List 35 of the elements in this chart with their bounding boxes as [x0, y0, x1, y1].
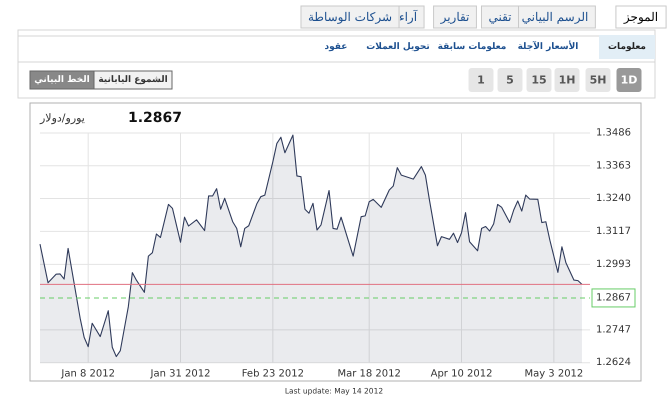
text: الشموع اليابانية — [98, 75, 168, 85]
text: 5H — [590, 74, 606, 86]
x-tick-label: May 3 2012 — [524, 368, 584, 380]
text: الخط البياني — [34, 75, 90, 85]
text: الأسعار الآجلة — [518, 40, 578, 52]
x-tick-label: Jan 8 2012 — [60, 368, 115, 380]
y-tick-label: 1.2747 — [596, 324, 631, 336]
x-tick-label: Jan 31 2012 — [150, 368, 210, 380]
chart-subtitle: 1.2867 — [128, 110, 182, 126]
text: 5 — [506, 74, 514, 86]
text: الرسم البياني — [522, 10, 588, 24]
text: آراء — [398, 9, 418, 24]
x-tick-label: Mar 18 2012 — [337, 368, 401, 380]
text: عقود — [324, 42, 348, 52]
text: شركات الوساطة — [308, 10, 392, 24]
text: 1 — [477, 74, 485, 86]
text: الموجز — [622, 10, 658, 24]
y-tick-label: 1.3117 — [596, 226, 631, 237]
text: معلومات سابقة — [438, 42, 506, 52]
text: 1H — [558, 74, 576, 86]
y-tick-label: 1.3486 — [596, 128, 631, 138]
y-tick-label: 1.3363 — [596, 160, 631, 172]
chart-title: يورو/دولار — [39, 112, 85, 124]
y-tick-label: 1.2993 — [596, 258, 631, 270]
x-tick-label: Apr 10 2012 — [430, 368, 492, 380]
ref-line-label: 1.2867 — [596, 292, 631, 304]
text: تقارير — [440, 10, 470, 24]
y-tick-label: 1.2624 — [596, 357, 631, 368]
text: معلومات — [608, 42, 646, 52]
y-tick-label: 1.3240 — [596, 193, 631, 204]
x-tick-label: Feb 23 2012 — [242, 368, 304, 380]
text: تحويل العملات — [366, 42, 430, 52]
text: 15 — [531, 74, 547, 86]
text: 1D — [620, 74, 638, 86]
text: تقني — [488, 10, 512, 24]
